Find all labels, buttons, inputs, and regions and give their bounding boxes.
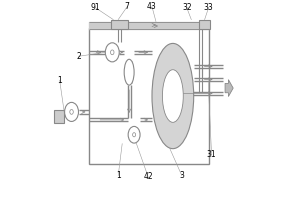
Text: 1: 1 (116, 171, 121, 180)
Text: 2: 2 (76, 52, 81, 61)
Ellipse shape (152, 43, 194, 149)
Ellipse shape (133, 133, 136, 137)
Ellipse shape (110, 50, 114, 55)
Ellipse shape (70, 110, 73, 114)
Bar (111, 20, 128, 29)
Bar (199, 20, 210, 29)
Text: 42: 42 (143, 172, 153, 181)
Ellipse shape (124, 59, 134, 85)
Text: 32: 32 (182, 3, 192, 12)
Text: 3: 3 (179, 171, 184, 180)
Text: 7: 7 (125, 2, 130, 11)
Bar (54, 110, 64, 123)
Text: 1: 1 (57, 76, 62, 85)
Bar (89, 28, 208, 164)
Text: 31: 31 (207, 150, 216, 159)
Text: 91: 91 (91, 3, 100, 12)
Text: 43: 43 (147, 2, 157, 11)
Ellipse shape (64, 102, 79, 121)
Text: 33: 33 (204, 3, 214, 12)
Ellipse shape (105, 43, 119, 62)
Ellipse shape (128, 126, 140, 143)
Ellipse shape (162, 70, 183, 122)
FancyArrow shape (225, 80, 233, 97)
